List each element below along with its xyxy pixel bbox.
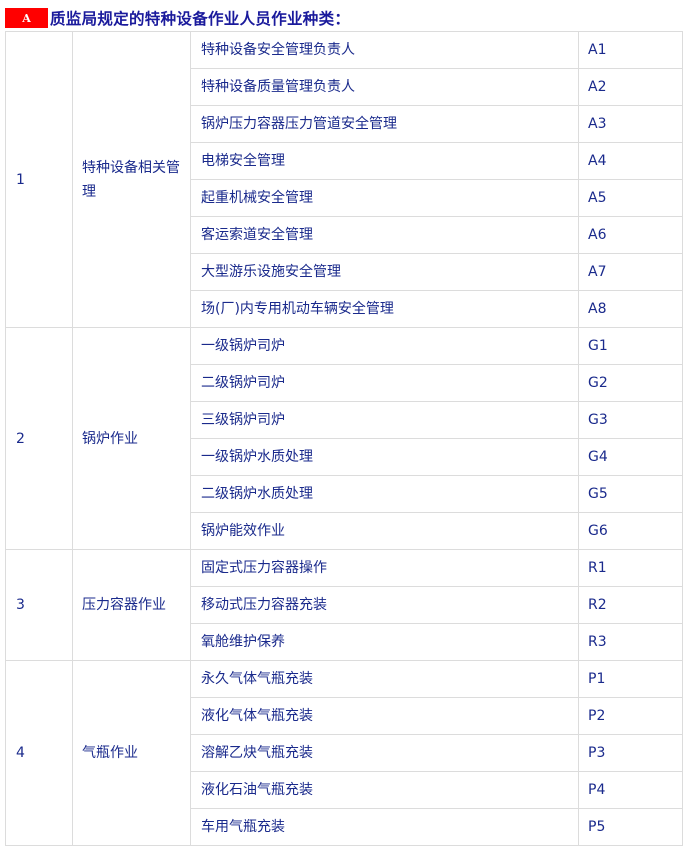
operation-name: 移动式压力容器充装 xyxy=(190,586,579,624)
operation-code: A5 xyxy=(578,179,683,217)
operation-types-table: 1 特种设备相关管理 特种设备安全管理负责人 A1 特种设备质量管理负责人 A2 锅炉压力容… xyxy=(5,31,683,846)
group-category: 压力容器作业 xyxy=(72,549,191,661)
operation-code: A7 xyxy=(578,253,683,291)
operation-code: A6 xyxy=(578,216,683,254)
operation-code: A4 xyxy=(578,142,683,180)
table-row: 2 锅炉作业 一级锅炉司炉 G1 xyxy=(5,327,683,550)
operation-code: G3 xyxy=(578,401,683,439)
group-number: 1 xyxy=(5,31,73,328)
group-category: 锅炉作业 xyxy=(72,327,191,550)
operation-code: G1 xyxy=(578,327,683,365)
operation-name: 车用气瓶充装 xyxy=(190,808,579,846)
group-category: 特种设备相关管理 xyxy=(72,31,191,328)
operation-name: 溶解乙炔气瓶充装 xyxy=(190,734,579,772)
operation-name: 一级锅炉司炉 xyxy=(190,327,579,365)
operation-name: 特种设备质量管理负责人 xyxy=(190,68,579,106)
table-row: 二级锅炉司炉 G2 xyxy=(6,364,683,402)
table-row: 二级锅炉水质处理 G5 xyxy=(6,475,683,513)
table-row: 起重机械安全管理 A5 xyxy=(6,179,683,217)
operation-code: G6 xyxy=(578,512,683,550)
table-row: 电梯安全管理 A4 xyxy=(6,142,683,180)
table-row: 4 气瓶作业 永久气体气瓶充装 P1 xyxy=(5,660,683,846)
operation-code: P5 xyxy=(578,808,683,846)
operation-code: G4 xyxy=(578,438,683,476)
operation-code: P4 xyxy=(578,771,683,809)
operation-code: G2 xyxy=(578,364,683,402)
table-row: 锅炉能效作业 G6 xyxy=(6,512,683,550)
table-row: 溶解乙炔气瓶充装 P3 xyxy=(6,734,683,772)
operation-name: 电梯安全管理 xyxy=(190,142,579,180)
operation-name: 大型游乐设施安全管理 xyxy=(190,253,579,291)
operation-code: R1 xyxy=(578,549,683,587)
group-category: 气瓶作业 xyxy=(72,660,191,846)
operation-code: A8 xyxy=(578,290,683,328)
section-title: 质监局规定的特种设备作业人员作业种类： xyxy=(50,10,351,28)
operation-name: 锅炉能效作业 xyxy=(190,512,579,550)
table-row: 液化石油气瓶充装 P4 xyxy=(6,771,683,809)
operation-code: A1 xyxy=(578,31,683,69)
operation-name: 特种设备安全管理负责人 xyxy=(190,31,579,69)
table-row: 3 压力容器作业 固定式压力容器操作 R1 xyxy=(5,549,683,661)
section-heading: A 质监局规定的特种设备作业人员作业种类： xyxy=(5,7,350,29)
operation-code: A3 xyxy=(578,105,683,143)
operation-name: 液化石油气瓶充装 xyxy=(190,771,579,809)
operation-name: 三级锅炉司炉 xyxy=(190,401,579,439)
table-row: 移动式压力容器充装 R2 xyxy=(6,586,683,624)
operation-name: 起重机械安全管理 xyxy=(190,179,579,217)
operation-name: 二级锅炉水质处理 xyxy=(190,475,579,513)
operation-code: P2 xyxy=(578,697,683,735)
table-row: 液化气体气瓶充装 P2 xyxy=(6,697,683,735)
table-row: 三级锅炉司炉 G3 xyxy=(6,401,683,439)
operation-name: 场(厂)内专用机动车辆安全管理 xyxy=(190,290,579,328)
operation-code: R3 xyxy=(578,623,683,661)
operation-name: 二级锅炉司炉 xyxy=(190,364,579,402)
operation-code: A2 xyxy=(578,68,683,106)
operation-name: 永久气体气瓶充装 xyxy=(190,660,579,698)
table-row: 锅炉压力容器压力管道安全管理 A3 xyxy=(6,105,683,143)
section-badge: A xyxy=(5,8,48,28)
group-number: 3 xyxy=(5,549,73,661)
operation-code: P1 xyxy=(578,660,683,698)
operation-name: 液化气体气瓶充装 xyxy=(190,697,579,735)
table-row: 客运索道安全管理 A6 xyxy=(6,216,683,254)
table-row: 特种设备质量管理负责人 A2 xyxy=(6,68,683,106)
operation-name: 一级锅炉水质处理 xyxy=(190,438,579,476)
operation-code: R2 xyxy=(578,586,683,624)
table-row: 1 特种设备相关管理 特种设备安全管理负责人 A1 xyxy=(5,31,683,328)
operation-name: 固定式压力容器操作 xyxy=(190,549,579,587)
operation-name: 锅炉压力容器压力管道安全管理 xyxy=(190,105,579,143)
operation-name: 氧舱维护保养 xyxy=(190,623,579,661)
group-number: 4 xyxy=(5,660,73,846)
operation-code: P3 xyxy=(578,734,683,772)
table-row: 场(厂)内专用机动车辆安全管理 A8 xyxy=(6,290,683,328)
group-number: 2 xyxy=(5,327,73,550)
operation-name: 客运索道安全管理 xyxy=(190,216,579,254)
table-row: 氧舱维护保养 R3 xyxy=(6,623,683,661)
table-row: 大型游乐设施安全管理 A7 xyxy=(6,253,683,291)
operation-code: G5 xyxy=(578,475,683,513)
